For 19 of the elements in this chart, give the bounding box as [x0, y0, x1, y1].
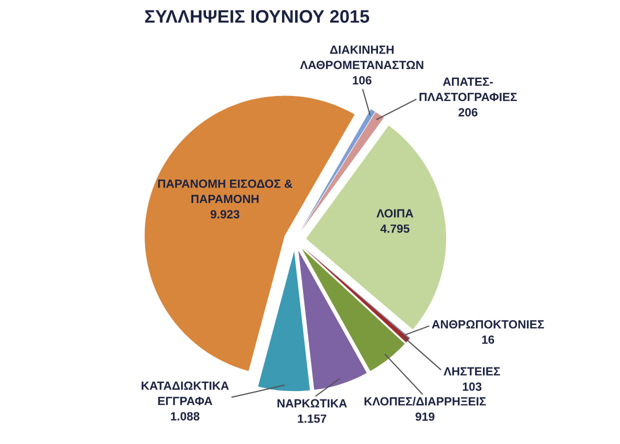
slice-label: ΝΑΡΚΩΤΙΚΑ	[278, 399, 347, 408]
data-label: 4.795	[380, 224, 410, 233]
slice-label: ΛΟΙΠΑ	[376, 209, 414, 218]
data-label: 1.088	[170, 412, 200, 420]
slice-label: ΚΛΟΠΕΣ/ΔΙΑΡΡΗΞΕΙΣ	[364, 396, 486, 406]
slice-label: ΠΑΡΑΝΟΜΗ ΕΙΣΟΔΟΣ & ΠΑΡΑΜΟΝΗ	[158, 180, 292, 204]
slice-label: ΔΙΑΚΙΝΗΣΗ ΛΑΘΡΟΜΕΤΑΝΑΣΤΩΝ	[300, 46, 424, 70]
slice-label: ΑΝΘΡΩΠΟΚΤΟΝΙΕΣ	[432, 320, 544, 329]
data-label: 9.923	[210, 210, 240, 218]
data-label: 16	[482, 335, 494, 344]
data-label: 919	[416, 412, 434, 421]
slice-label: ΚΑΤΑΔΙΩΚΤΙΚΑ ΕΓΓΡΑΦΑ	[142, 382, 229, 406]
data-label: 106	[352, 76, 372, 84]
data-label: 103	[462, 382, 482, 391]
data-label: 1.157	[298, 414, 326, 423]
chart-title: ΣΥΛΛΗΨΕΙΣ ΙΟΥΝΙΟΥ 2015	[145, 10, 370, 23]
slice-label: ΑΠΑΤΕΣ- ΠΛΑΣΤΟΓΡΑΦΙΕΣ	[420, 78, 517, 102]
data-label: 206	[458, 108, 478, 116]
slice-label: ΛΗΣΤΕΙΕΣ	[444, 367, 500, 376]
